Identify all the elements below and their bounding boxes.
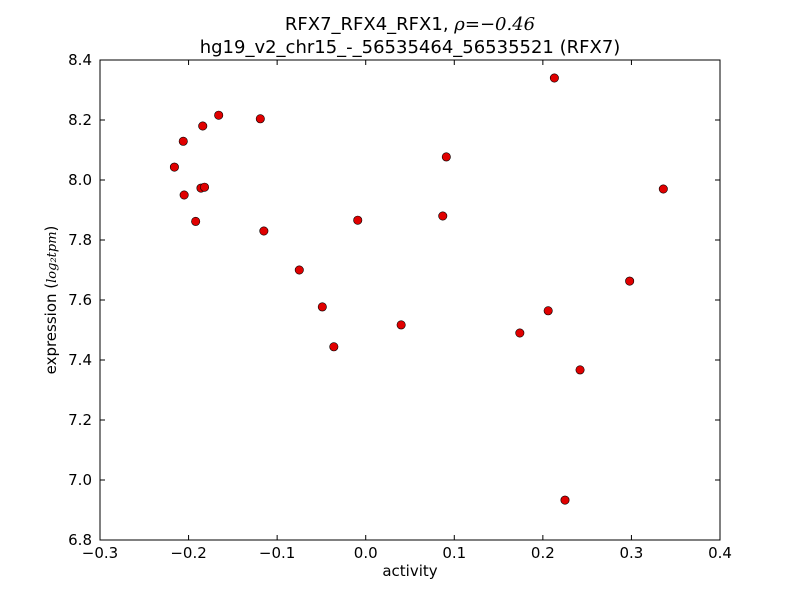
- x-axis-label: activity: [382, 562, 437, 580]
- data-point: [575, 365, 585, 375]
- y-tick-label: 7.8: [68, 231, 92, 249]
- data-point: [198, 121, 208, 131]
- data-point: [200, 182, 210, 192]
- data-point: [255, 114, 265, 124]
- x-tick-label: −0.2: [170, 544, 206, 562]
- data-point: [549, 73, 559, 83]
- data-point: [169, 162, 179, 172]
- data-point: [441, 152, 451, 162]
- x-axis-ticks: −0.3 −0.2 −0.1 0.0 0.1 0.2 0.3 0.4: [82, 60, 732, 562]
- title-prefix: RFX7_RFX4_RFX1,: [285, 14, 454, 35]
- plot-frame: [99, 59, 721, 541]
- chart-title-line2: hg19_v2_chr15_-_56535464_56535521 (RFX7): [200, 37, 621, 58]
- data-point: [317, 302, 327, 312]
- y-axis-label: expression (log₂tpm): [42, 226, 60, 375]
- chart-title-line1: RFX7_RFX4_RFX1, ρ=−0.46: [285, 14, 535, 35]
- data-point: [329, 342, 339, 352]
- x-tick-label: 0.3: [619, 544, 643, 562]
- y-tick-label: 8.0: [68, 171, 92, 189]
- y-tick-label: 7.0: [68, 471, 92, 489]
- y-axis-label-unit: log₂tpm: [45, 231, 60, 282]
- data-point: [294, 265, 304, 275]
- data-point: [396, 320, 406, 330]
- x-tick-label: 0.4: [708, 544, 732, 562]
- x-tick-label: 0.2: [531, 544, 555, 562]
- data-point: [438, 211, 448, 221]
- data-point: [560, 495, 570, 505]
- y-axis-label-close: ): [42, 226, 60, 232]
- x-tick-label: −0.3: [82, 544, 118, 562]
- data-point: [543, 306, 553, 316]
- y-tick-label: 6.8: [68, 531, 92, 549]
- x-tick-label: 0.0: [354, 544, 378, 562]
- data-point: [179, 190, 189, 200]
- y-tick-label: 8.2: [68, 111, 92, 129]
- data-point: [214, 110, 224, 120]
- title-rho-symbol: ρ: [453, 14, 465, 35]
- y-tick-label: 8.4: [68, 51, 92, 69]
- y-tick-label: 7.4: [68, 351, 92, 369]
- data-point: [259, 226, 269, 236]
- data-point: [515, 328, 525, 338]
- title-rho-value: =−0.46: [465, 14, 535, 35]
- y-tick-label: 7.2: [68, 411, 92, 429]
- y-tick-label: 7.6: [68, 291, 92, 309]
- x-tick-label: 0.1: [442, 544, 466, 562]
- data-point: [353, 215, 363, 225]
- y-axis-label-text: expression (: [42, 283, 60, 375]
- data-point: [625, 276, 635, 286]
- x-tick-label: −0.1: [259, 544, 295, 562]
- data-point: [658, 184, 668, 194]
- data-point: [178, 136, 188, 146]
- data-points: [169, 73, 668, 505]
- y-axis-ticks: 6.8 7.0 7.2 7.4 7.6 7.8 8.0 8.2 8.4: [68, 51, 720, 549]
- data-point: [191, 216, 201, 226]
